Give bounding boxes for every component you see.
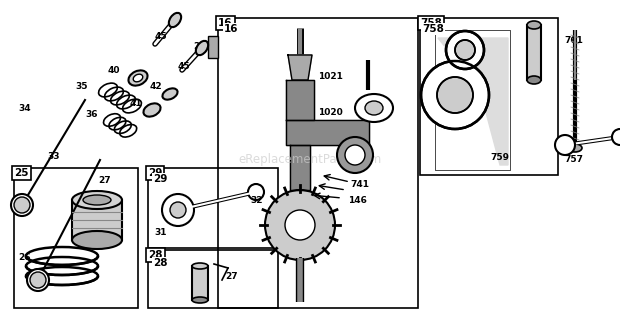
Polygon shape [286, 80, 314, 120]
Text: eReplacementParts.com: eReplacementParts.com [238, 154, 382, 166]
Ellipse shape [527, 76, 541, 84]
Text: 40: 40 [108, 66, 120, 75]
Circle shape [170, 202, 186, 218]
Circle shape [612, 129, 620, 145]
Text: 28: 28 [153, 258, 167, 268]
Bar [148, 250, 278, 308]
Bar [148, 168, 278, 248]
Circle shape [345, 145, 365, 165]
Text: 25: 25 [14, 168, 29, 178]
Text: 759: 759 [490, 153, 509, 162]
Circle shape [248, 184, 264, 200]
Ellipse shape [83, 195, 111, 205]
Ellipse shape [265, 190, 335, 260]
Bar [72, 200, 122, 240]
Ellipse shape [355, 94, 393, 122]
Bar [14, 168, 138, 308]
Circle shape [11, 194, 33, 216]
Circle shape [27, 269, 49, 291]
Circle shape [162, 194, 194, 226]
Ellipse shape [128, 70, 148, 86]
Ellipse shape [196, 41, 208, 55]
Text: 741: 741 [350, 180, 369, 189]
Text: 146: 146 [348, 196, 367, 205]
Ellipse shape [72, 191, 122, 209]
Text: 16: 16 [218, 18, 232, 28]
Text: 29: 29 [153, 174, 167, 184]
Ellipse shape [437, 77, 473, 113]
Bar [420, 18, 558, 175]
Text: 41: 41 [130, 99, 143, 108]
Ellipse shape [143, 103, 161, 116]
Ellipse shape [192, 297, 208, 303]
Text: 31: 31 [154, 228, 167, 237]
Bar [208, 36, 218, 58]
Text: 758: 758 [422, 24, 444, 34]
Circle shape [337, 137, 373, 173]
Ellipse shape [421, 61, 489, 129]
Text: 33: 33 [47, 152, 60, 161]
Text: 36: 36 [85, 110, 97, 119]
Text: 42: 42 [150, 82, 162, 91]
Polygon shape [438, 38, 508, 165]
Polygon shape [435, 30, 510, 170]
Polygon shape [288, 55, 312, 80]
Ellipse shape [72, 231, 122, 249]
Ellipse shape [285, 210, 315, 240]
Bar [218, 18, 418, 308]
Ellipse shape [365, 101, 383, 115]
Text: 45: 45 [178, 62, 190, 71]
Circle shape [30, 272, 46, 288]
Ellipse shape [455, 40, 475, 60]
Ellipse shape [169, 13, 181, 27]
Ellipse shape [133, 74, 143, 82]
Circle shape [14, 197, 30, 213]
Ellipse shape [527, 21, 541, 29]
Text: 28: 28 [148, 250, 162, 260]
Text: 27: 27 [225, 272, 237, 281]
Text: 26: 26 [18, 253, 30, 262]
Text: 24: 24 [193, 42, 206, 51]
Circle shape [555, 135, 575, 155]
Text: 1020: 1020 [318, 108, 343, 117]
Text: 16: 16 [224, 24, 239, 34]
Bar [26, 256, 98, 278]
Bar [527, 25, 541, 80]
Text: 34: 34 [18, 104, 30, 113]
Polygon shape [286, 120, 369, 145]
Ellipse shape [568, 144, 582, 152]
Polygon shape [290, 145, 310, 190]
Text: 35: 35 [75, 82, 87, 91]
Ellipse shape [446, 31, 484, 69]
Text: 27: 27 [98, 176, 110, 185]
Bar [192, 266, 208, 300]
Text: 29: 29 [148, 168, 162, 178]
Text: 45: 45 [155, 32, 167, 41]
Text: 1021: 1021 [318, 72, 343, 81]
Text: 32: 32 [250, 196, 262, 205]
Text: 758: 758 [420, 18, 442, 28]
Ellipse shape [162, 88, 177, 100]
Ellipse shape [192, 263, 208, 269]
Text: 761: 761 [564, 36, 583, 45]
Text: 757: 757 [564, 155, 583, 164]
